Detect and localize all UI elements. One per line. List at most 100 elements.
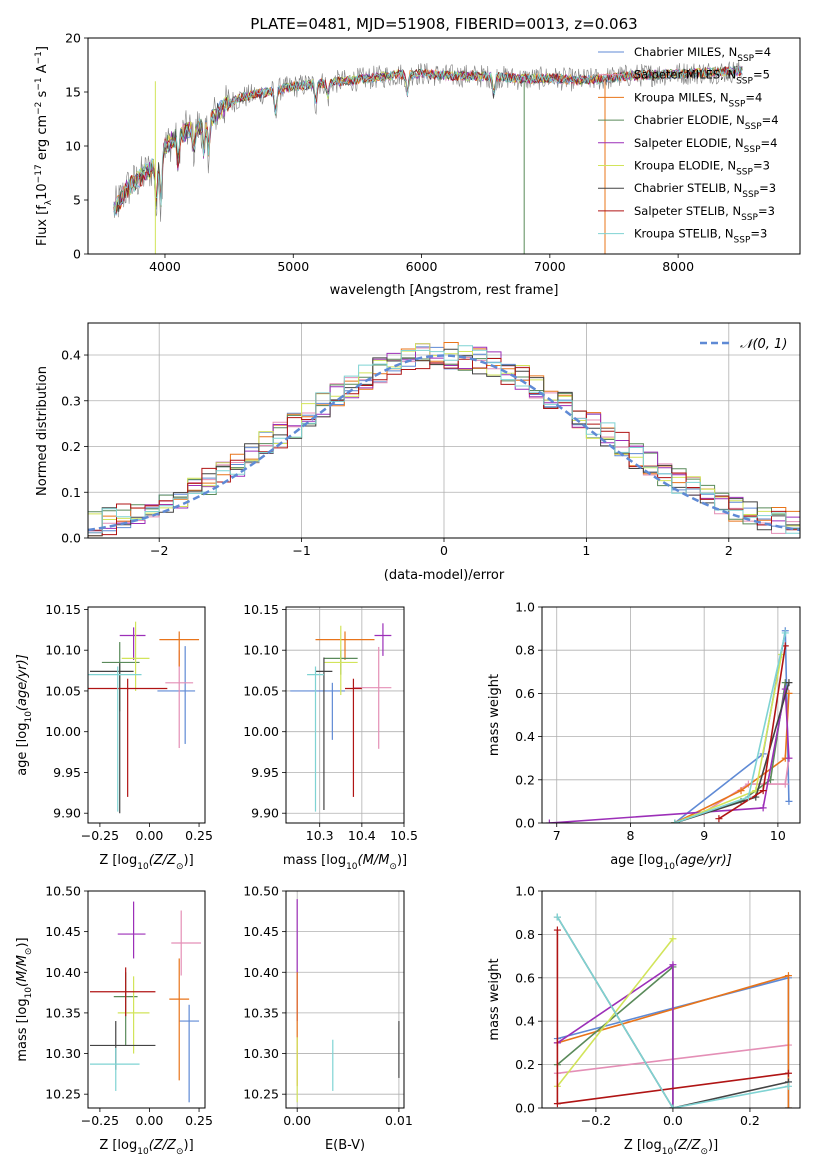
mass_vs_Z-ytick-label: 10.40	[45, 965, 81, 980]
mass_vs_Z-ytick-label: 10.30	[45, 1046, 81, 1061]
mass-weight-marker	[781, 629, 789, 637]
normal-distribution-curve	[87, 354, 801, 532]
spectrum-ytick-label: 20	[65, 31, 81, 46]
mass_weight_vs_age-ylabel: mass weight	[487, 674, 502, 756]
age_vs_mass-ytick-label: 10.00	[243, 724, 279, 739]
mass_vs_Z-ytick-label: 10.45	[45, 924, 81, 939]
mass-weight-marker	[784, 1104, 792, 1108]
mass_weight_vs_Z-ytick-label: 0.0	[515, 1101, 535, 1116]
residual-xtick-label: 0	[440, 543, 448, 558]
age_vs_Z-xlabel: Z [log10(Z/Z⊙)]	[99, 853, 193, 872]
age-vs-mass-panel: 10.3 10.4 10.5 9.90 9.95 10.00 10.05 10.10 10.15…	[243, 602, 418, 872]
mass_vs_ebv-ytick-label: 10.40	[243, 965, 279, 980]
mass_weight_vs_age-xtick-label: 7	[553, 828, 561, 843]
mass_weight_vs_Z-xtick-label: −0.2	[581, 1113, 611, 1128]
legend-entry-label: Salpeter ELODIE, NSSP=4	[634, 136, 777, 155]
mass_vs_Z-ytick-label: 10.35	[45, 1005, 81, 1020]
model-spectrum-line	[113, 65, 743, 216]
mass_vs_ebv-ytick-label: 10.35	[243, 1005, 279, 1020]
mass-weight-marker	[669, 961, 677, 969]
spectrum-title: PLATE=0481, MJD=51908, FIBERID=0013, z=0…	[250, 15, 637, 33]
mass_vs_Z-xlabel: Z [log10(Z/Z⊙)]	[99, 1138, 193, 1157]
legend-entry-label: Salpeter MILES, NSSP=5	[634, 68, 770, 87]
spectrum-ytick-label: 10	[65, 139, 81, 154]
age_vs_mass-xtick-label: 10.4	[348, 828, 376, 843]
mass-weight-marker	[784, 1082, 792, 1090]
mass_weight_vs_age-ytick-label: 0.0	[515, 816, 535, 831]
mass-weight-marker	[784, 1069, 792, 1077]
mass_weight_vs_Z-xtick-label: 0.2	[740, 1113, 760, 1128]
mass-vs-ebv-panel: 0.00 0.01 10.25 10.30 10.35 10.40 10.45 10.50 E(…	[243, 884, 413, 1154]
mass_weight_vs_Z-ytick-label: 0.2	[515, 1057, 535, 1072]
mass-weight-marker	[759, 804, 767, 812]
spectrum-ytick-label: 0	[73, 247, 81, 262]
age_vs_Z-xtick-label: −0.25	[81, 828, 119, 843]
mass_weight_vs_age-xlabel: age [log10(age/yr)]	[610, 853, 732, 872]
mass_vs_Z-xtick-label: 0.25	[185, 1113, 213, 1128]
residual-ytick-label: 0.2	[61, 439, 81, 454]
mass-weight-vs-age-panel: 7 8 9 10 0.0 0.2 0.4 0.6 0.8 1.0 age [log10(age/yr…	[487, 600, 801, 872]
mass-weight-marker	[545, 819, 553, 823]
mass-vs-metallicity-panel: −0.25 0.00 0.25 10.25 10.30 10.35 10.40 10.45 10…	[15, 884, 213, 1158]
age_vs_mass-xtick-label: 10.3	[306, 828, 334, 843]
mass_weight_vs_age-ytick-label: 0.6	[515, 686, 535, 701]
spectrum-ytick-label: 5	[73, 193, 81, 208]
mass_weight_vs_Z-ytick-label: 0.6	[515, 970, 535, 985]
mass_vs_Z-xtick-label: −0.25	[81, 1113, 119, 1128]
residual-xtick-label: 1	[582, 543, 590, 558]
mass-weight-marker	[669, 935, 677, 943]
model-spectrum-line	[113, 65, 743, 215]
mass-weight-marker	[744, 793, 752, 801]
mass_weight_vs_age-ytick-label: 0.8	[515, 643, 535, 658]
residual-xtick-label: 2	[725, 543, 733, 558]
age_vs_mass-ytick-label: 10.05	[243, 683, 279, 698]
mass-weight-vs-metallicity-panel: −0.2 0.0 0.2 0.0 0.2 0.4 0.6 0.8 1.0 Z [log10(Z/Z…	[487, 884, 801, 1157]
spectrum-xlabel: wavelength [Angstrom, rest frame]	[330, 283, 559, 298]
mass_vs_ebv-xlabel: E(B-V)	[325, 1138, 365, 1153]
mass_vs_Z-xtick-label: 0.00	[136, 1113, 164, 1128]
mass_weight_vs_Z-xlabel: Z [log10(Z/Z⊙)]	[624, 1138, 718, 1157]
legend-entry-label: Chabrier ELODIE, NSSP=4	[634, 113, 779, 132]
age_vs_mass-xtick-label: 10.5	[390, 828, 418, 843]
mass_vs_ebv-ytick-label: 10.50	[243, 884, 279, 899]
mass_vs_ebv-ytick-label: 10.30	[243, 1046, 279, 1061]
mass_weight_vs_Z-xtick-label: 0.0	[663, 1113, 683, 1128]
residual-ytick-label: 0.0	[61, 531, 81, 546]
mass-weight-marker	[781, 780, 789, 788]
mass-weight-marker	[785, 679, 793, 687]
mass-weight-marker	[715, 815, 723, 823]
mass_weight_vs_age-xtick-label: 10	[770, 828, 786, 843]
mass_weight_vs_age-ytick-label: 1.0	[515, 600, 535, 615]
mass_vs_Z-ytick-label: 10.50	[45, 884, 81, 899]
age_vs_Z-ytick-label: 10.10	[45, 643, 81, 658]
mass-weight-series-line	[556, 916, 789, 1108]
age_vs_mass-xlabel: mass [log10(M/M⊙)]	[283, 853, 407, 872]
residual-legend: 𝒩(0, 1)	[700, 337, 787, 352]
residual-xlabel: (data-model)/error	[384, 568, 505, 583]
age_vs_Z-xtick-label: 0.25	[185, 828, 213, 843]
mass-weight-marker	[785, 754, 793, 762]
mass_vs_ebv-ytick-label: 10.25	[243, 1087, 279, 1102]
mass_weight_vs_age-xtick-label: 9	[700, 828, 708, 843]
mass-weight-series-line	[549, 688, 790, 823]
mass-weight-marker	[785, 797, 793, 805]
age_vs_mass-ytick-label: 9.95	[251, 765, 279, 780]
age-vs-metallicity-panel: −0.25 0.00 0.25 9.90 9.95 10.00 10.05 10.10 10.1…	[15, 602, 213, 872]
spectrum-ylabel: Flux [fλ10−17 erg cm−2 s−1 A−1]	[34, 46, 54, 246]
mass_weight_vs_age-xtick-label: 8	[626, 828, 634, 843]
age_vs_Z-ytick-label: 10.05	[45, 683, 81, 698]
spectrum-xtick-label: 7000	[534, 259, 566, 274]
legend-entry-label: Chabrier STELIB, NSSP=3	[634, 181, 776, 200]
residual-ylabel: Normed distribution	[35, 366, 50, 496]
spectrum-panel: PLATE=0481, MJD=51908, FIBERID=0013, z=0…	[34, 15, 801, 298]
age_vs_Z-ylabel: age [log10(age/yr)]	[15, 654, 34, 776]
age_vs_Z-ytick-label: 9.95	[53, 765, 81, 780]
age_vs_Z-ytick-label: 9.90	[53, 806, 81, 821]
mass_vs_Z-ylabel: mass [log10(M/M⊙)]	[15, 937, 34, 1061]
mass-weight-marker	[784, 972, 792, 980]
legend-entry-label: Kroupa MILES, NSSP=4	[634, 90, 762, 109]
age_vs_Z-ytick-label: 10.00	[45, 724, 81, 739]
normal-legend-label: 𝒩(0, 1)	[740, 337, 787, 352]
mass-weight-marker	[737, 787, 745, 795]
spectrum-xtick-label: 5000	[277, 259, 309, 274]
